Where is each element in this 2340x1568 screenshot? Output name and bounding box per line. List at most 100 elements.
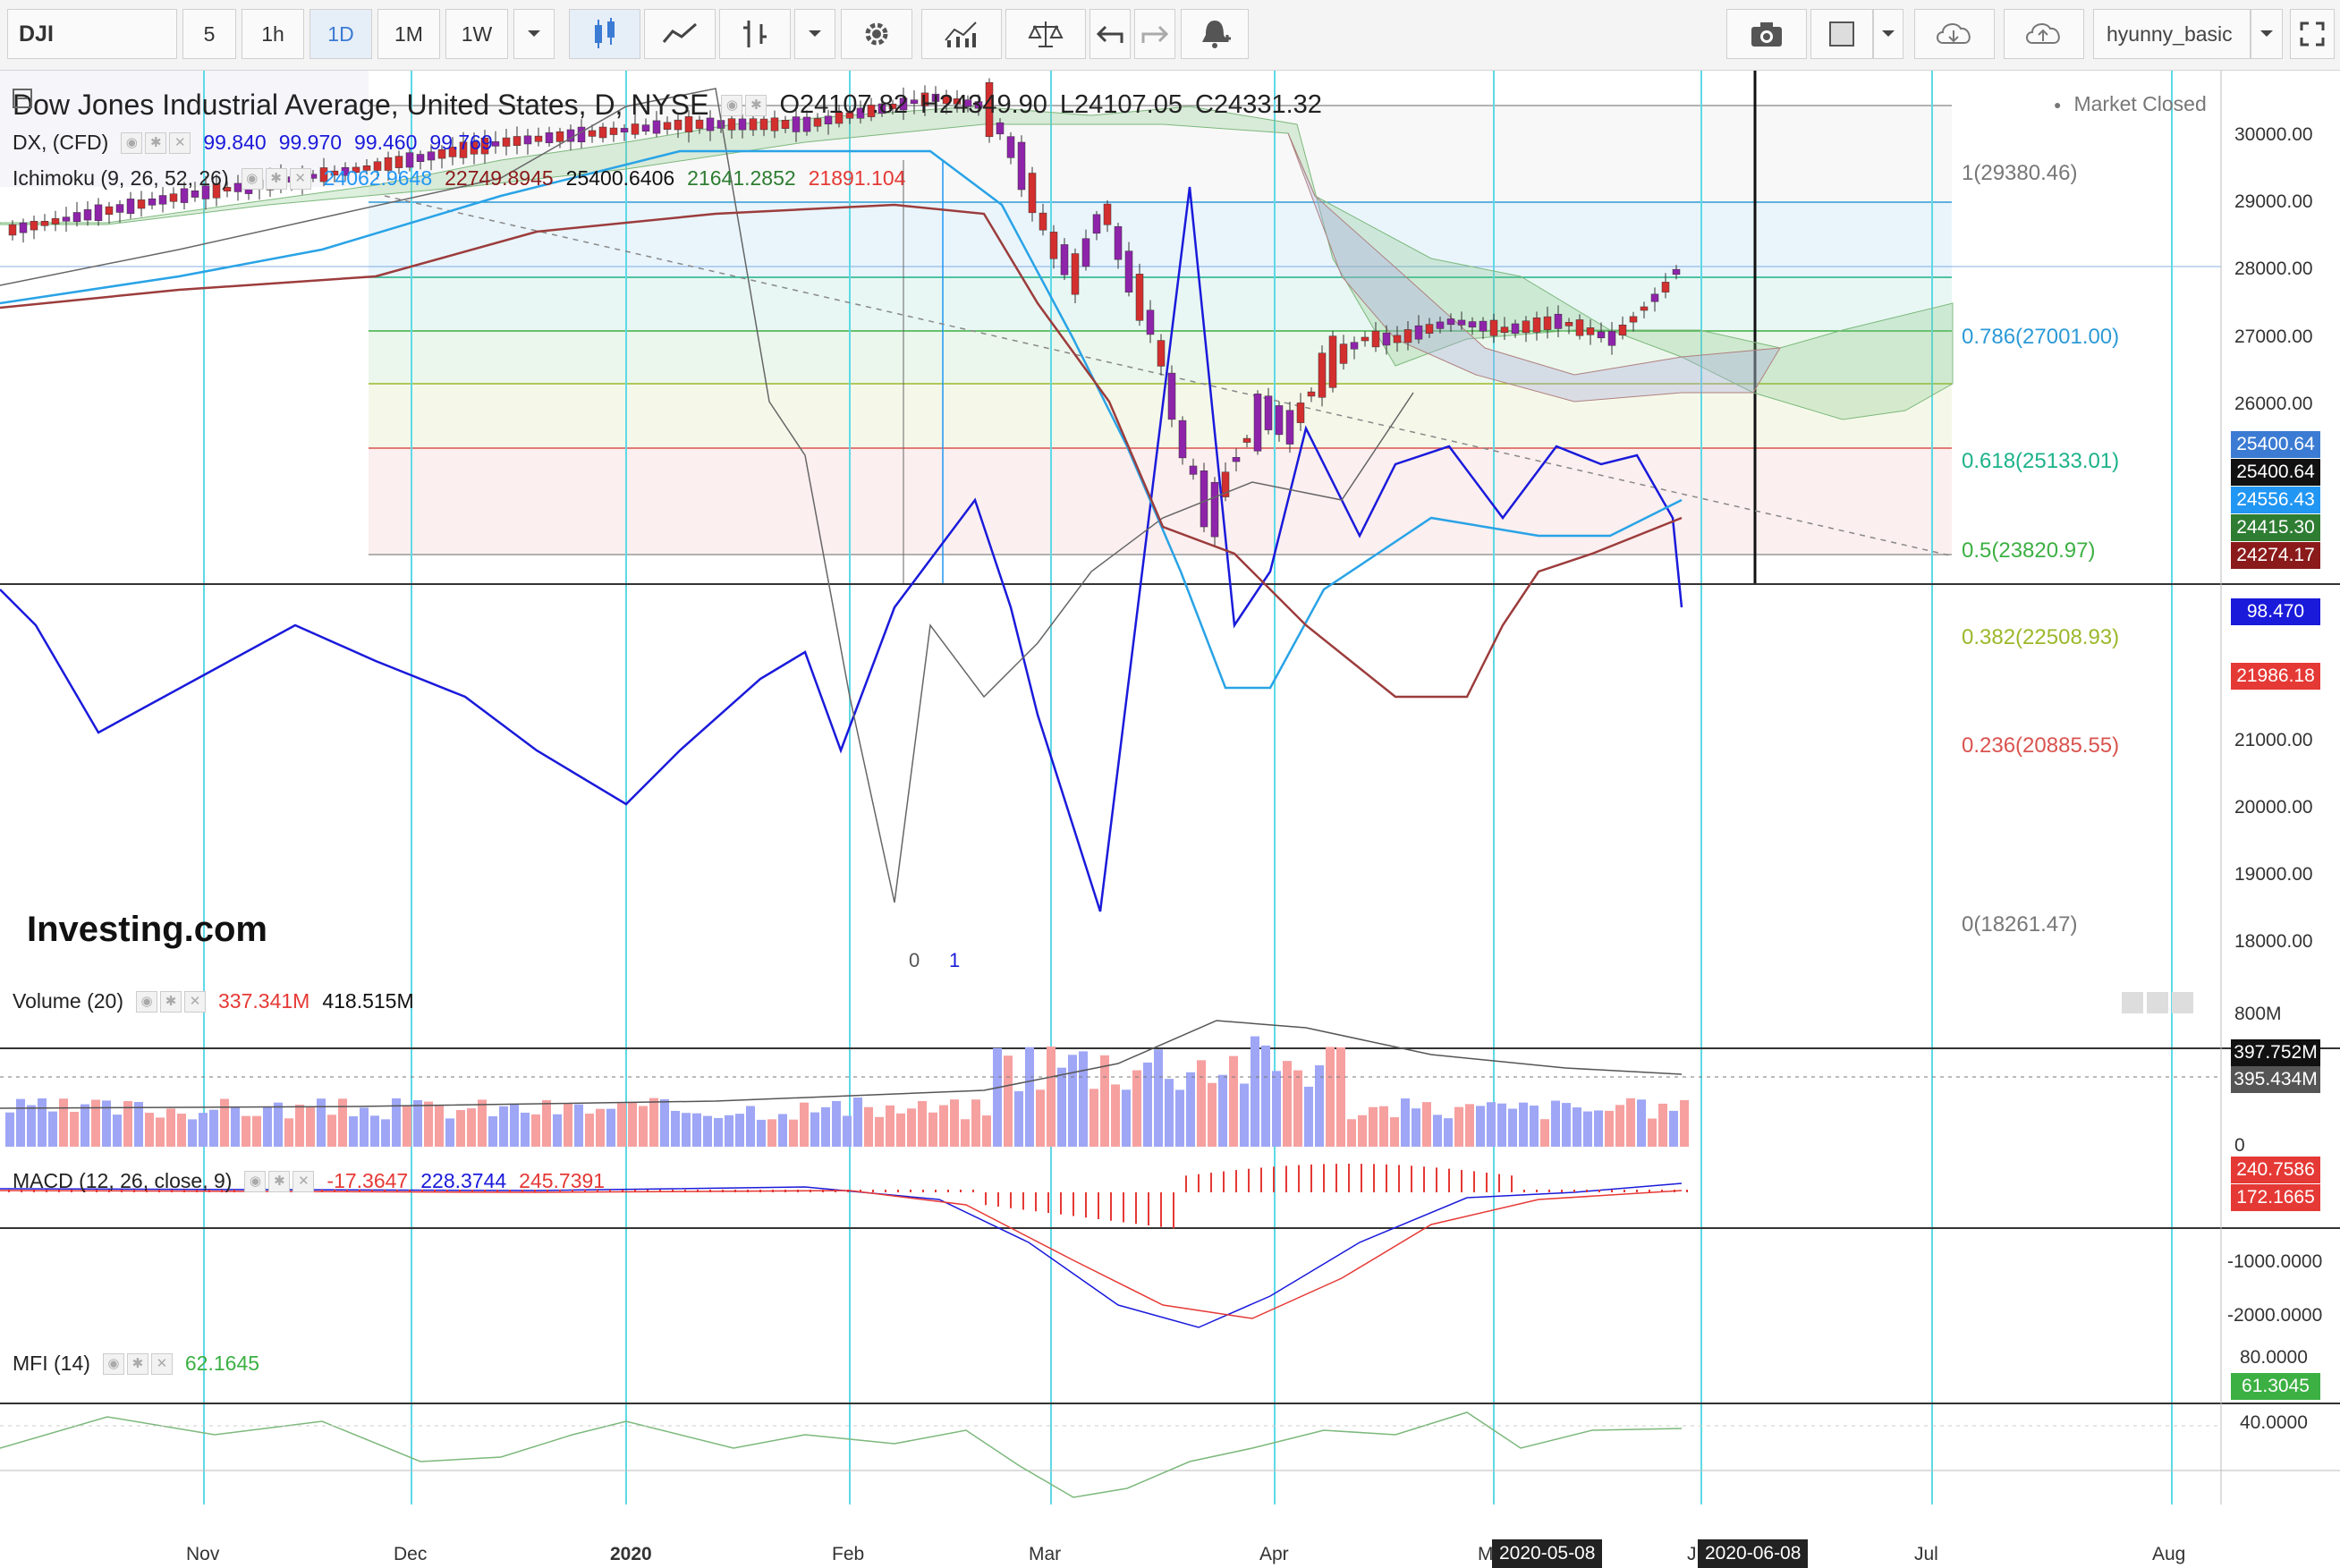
color-box-button[interactable]	[1810, 9, 1873, 59]
chart-type-dropdown[interactable]	[794, 9, 835, 59]
move-up-icon[interactable]	[2122, 992, 2143, 1013]
volume-bar	[1208, 1082, 1217, 1147]
mfi-legend-tools[interactable]: ◉ ✱ ✕	[102, 1352, 173, 1375]
candle	[598, 126, 607, 139]
volume-bar	[853, 1098, 862, 1147]
interval-dropdown[interactable]	[513, 9, 555, 59]
candle	[1167, 372, 1176, 420]
volume-bar	[327, 1115, 336, 1147]
volume-bar	[1422, 1102, 1431, 1147]
interval-1d-button[interactable]: 1D	[309, 9, 372, 59]
price-tick: 19000.00	[2234, 864, 2313, 885]
indicators-button[interactable]	[921, 9, 1002, 59]
candle	[1318, 352, 1327, 398]
volume-bar	[1089, 1089, 1098, 1147]
price-tick: 26000.00	[2234, 394, 2313, 414]
expand-button[interactable]	[2290, 9, 2335, 59]
eye-icon: ◉	[244, 1170, 267, 1192]
color-dropdown[interactable]	[1873, 9, 1903, 59]
price-label: 24415.30	[2231, 514, 2320, 541]
candle	[1554, 313, 1563, 329]
undo-button[interactable]	[1089, 9, 1131, 59]
volume-bar	[102, 1100, 111, 1147]
interval-1h-button[interactable]: 1h	[242, 9, 304, 59]
candle	[1039, 212, 1047, 231]
macd-legend-tools[interactable]: ◉ ✱ ✕	[244, 1170, 315, 1192]
volume-bar	[1476, 1106, 1485, 1147]
volume-bar	[177, 1114, 186, 1147]
volume-bar	[27, 1105, 36, 1147]
x-tick: Apr	[1259, 1544, 1289, 1564]
candle	[577, 126, 586, 143]
chart-area[interactable]: Dow Jones Industrial Average, United Sta…	[0, 71, 2340, 1568]
volume-bar	[59, 1098, 68, 1147]
candle	[1532, 317, 1541, 333]
volume-legend-tools[interactable]: ◉ ✱ ✕	[136, 990, 207, 1013]
volume-bar	[939, 1105, 948, 1147]
macd-tick: -2000.0000	[2227, 1305, 2323, 1326]
candle	[856, 107, 865, 119]
user-menu[interactable]: hyunny_basic	[2093, 9, 2251, 59]
screenshot-button[interactable]	[1726, 9, 1807, 59]
interval-5-button[interactable]: 5	[182, 9, 236, 59]
volume-bar	[1658, 1103, 1667, 1147]
volume-bar	[1412, 1108, 1420, 1147]
x-tick: Jul	[1914, 1544, 1938, 1564]
volume-bar	[1454, 1106, 1463, 1147]
volume-bar	[521, 1112, 530, 1147]
collapse-icon[interactable]	[13, 89, 32, 108]
fib-zone	[369, 106, 1952, 202]
volume-bar	[1433, 1115, 1442, 1147]
cloud-download-button[interactable]	[1914, 9, 1995, 59]
candle	[362, 165, 371, 171]
ohlc-low: L24107.05	[1059, 90, 1183, 119]
move-down-icon[interactable]	[2147, 992, 2168, 1013]
pane-controls[interactable]	[2122, 992, 2193, 1013]
interval-1m-button[interactable]: 1M	[377, 9, 440, 59]
candle	[459, 141, 468, 158]
candle	[405, 152, 414, 168]
dx-legend-tools[interactable]: ◉ ✱ ✕	[121, 131, 191, 154]
volume-bar	[1261, 1045, 1270, 1147]
cloud-download-icon	[1937, 23, 1971, 44]
candle	[1210, 481, 1219, 538]
candle	[674, 119, 682, 131]
volume-bar	[349, 1115, 358, 1147]
settings-button[interactable]	[841, 9, 912, 59]
fib-marker-0: 0	[909, 949, 920, 971]
legend-tools[interactable]: ◉ ✱	[721, 94, 767, 116]
candle	[83, 209, 92, 221]
redo-button[interactable]	[1134, 9, 1175, 59]
volume-bar	[1379, 1106, 1388, 1147]
price-tick: 27000.00	[2234, 326, 2313, 347]
volume-bar	[660, 1098, 669, 1147]
alert-button[interactable]	[1181, 9, 1249, 59]
candle	[1618, 325, 1627, 335]
chart-canvas[interactable]	[0, 71, 2340, 1504]
candles-chart-button[interactable]	[569, 9, 640, 59]
volume-bar	[1497, 1103, 1506, 1147]
compare-button[interactable]	[1005, 9, 1086, 59]
redo-icon	[1141, 25, 1168, 43]
user-dropdown[interactable]	[2251, 9, 2283, 59]
mfi-line	[0, 1411, 1683, 1498]
line-chart-button[interactable]	[644, 9, 716, 59]
cloud-upload-button[interactable]	[2004, 9, 2084, 59]
candle	[341, 166, 350, 176]
price-label: 98.470	[2231, 598, 2320, 625]
chevron-down-icon	[1882, 30, 1895, 37]
volume-bar	[574, 1104, 583, 1147]
close-icon: ✕	[292, 1170, 315, 1192]
dx-value-4: 99.769	[429, 131, 493, 154]
close-pane-icon[interactable]	[2172, 992, 2193, 1013]
volume-bar	[649, 1098, 658, 1147]
volume-bar	[993, 1047, 1002, 1147]
volume-bar	[134, 1101, 143, 1147]
bar-chart-button[interactable]	[719, 9, 791, 59]
candle	[62, 216, 71, 222]
fib-level-0618: 0.618(25133.01)	[1962, 449, 2120, 473]
interval-1w-button[interactable]: 1W	[445, 9, 508, 59]
symbol-input[interactable]: DJI	[7, 9, 177, 59]
ichimoku-legend-tools[interactable]: ◉ ✱ ✕	[241, 167, 311, 190]
volume-bar	[1626, 1098, 1635, 1147]
